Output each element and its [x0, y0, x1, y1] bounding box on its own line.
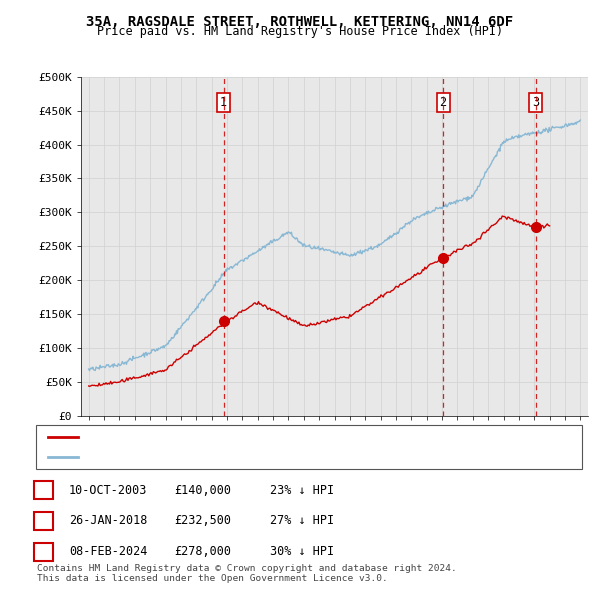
Text: HPI: Average price, detached house, North Northamptonshire: HPI: Average price, detached house, Nort…	[84, 452, 432, 461]
Text: 2: 2	[40, 514, 47, 527]
Text: £140,000: £140,000	[174, 484, 231, 497]
Text: £278,000: £278,000	[174, 545, 231, 558]
Text: 35A, RAGSDALE STREET, ROTHWELL, KETTERING, NN14 6DF: 35A, RAGSDALE STREET, ROTHWELL, KETTERIN…	[86, 15, 514, 29]
Text: Price paid vs. HM Land Registry's House Price Index (HPI): Price paid vs. HM Land Registry's House …	[97, 25, 503, 38]
Text: 2: 2	[440, 96, 446, 109]
Text: 3: 3	[40, 545, 47, 558]
Text: 35A, RAGSDALE STREET, ROTHWELL, KETTERING, NN14 6DF (detached house): 35A, RAGSDALE STREET, ROTHWELL, KETTERIN…	[84, 432, 492, 442]
Text: 1: 1	[220, 96, 227, 109]
Text: 26-JAN-2018: 26-JAN-2018	[69, 514, 148, 527]
Text: 08-FEB-2024: 08-FEB-2024	[69, 545, 148, 558]
Text: Contains HM Land Registry data © Crown copyright and database right 2024.
This d: Contains HM Land Registry data © Crown c…	[37, 563, 457, 583]
Text: 27% ↓ HPI: 27% ↓ HPI	[270, 514, 334, 527]
Text: 10-OCT-2003: 10-OCT-2003	[69, 484, 148, 497]
Text: 1: 1	[40, 484, 47, 497]
Text: 3: 3	[532, 96, 539, 109]
Text: £232,500: £232,500	[174, 514, 231, 527]
Text: 30% ↓ HPI: 30% ↓ HPI	[270, 545, 334, 558]
Text: 23% ↓ HPI: 23% ↓ HPI	[270, 484, 334, 497]
